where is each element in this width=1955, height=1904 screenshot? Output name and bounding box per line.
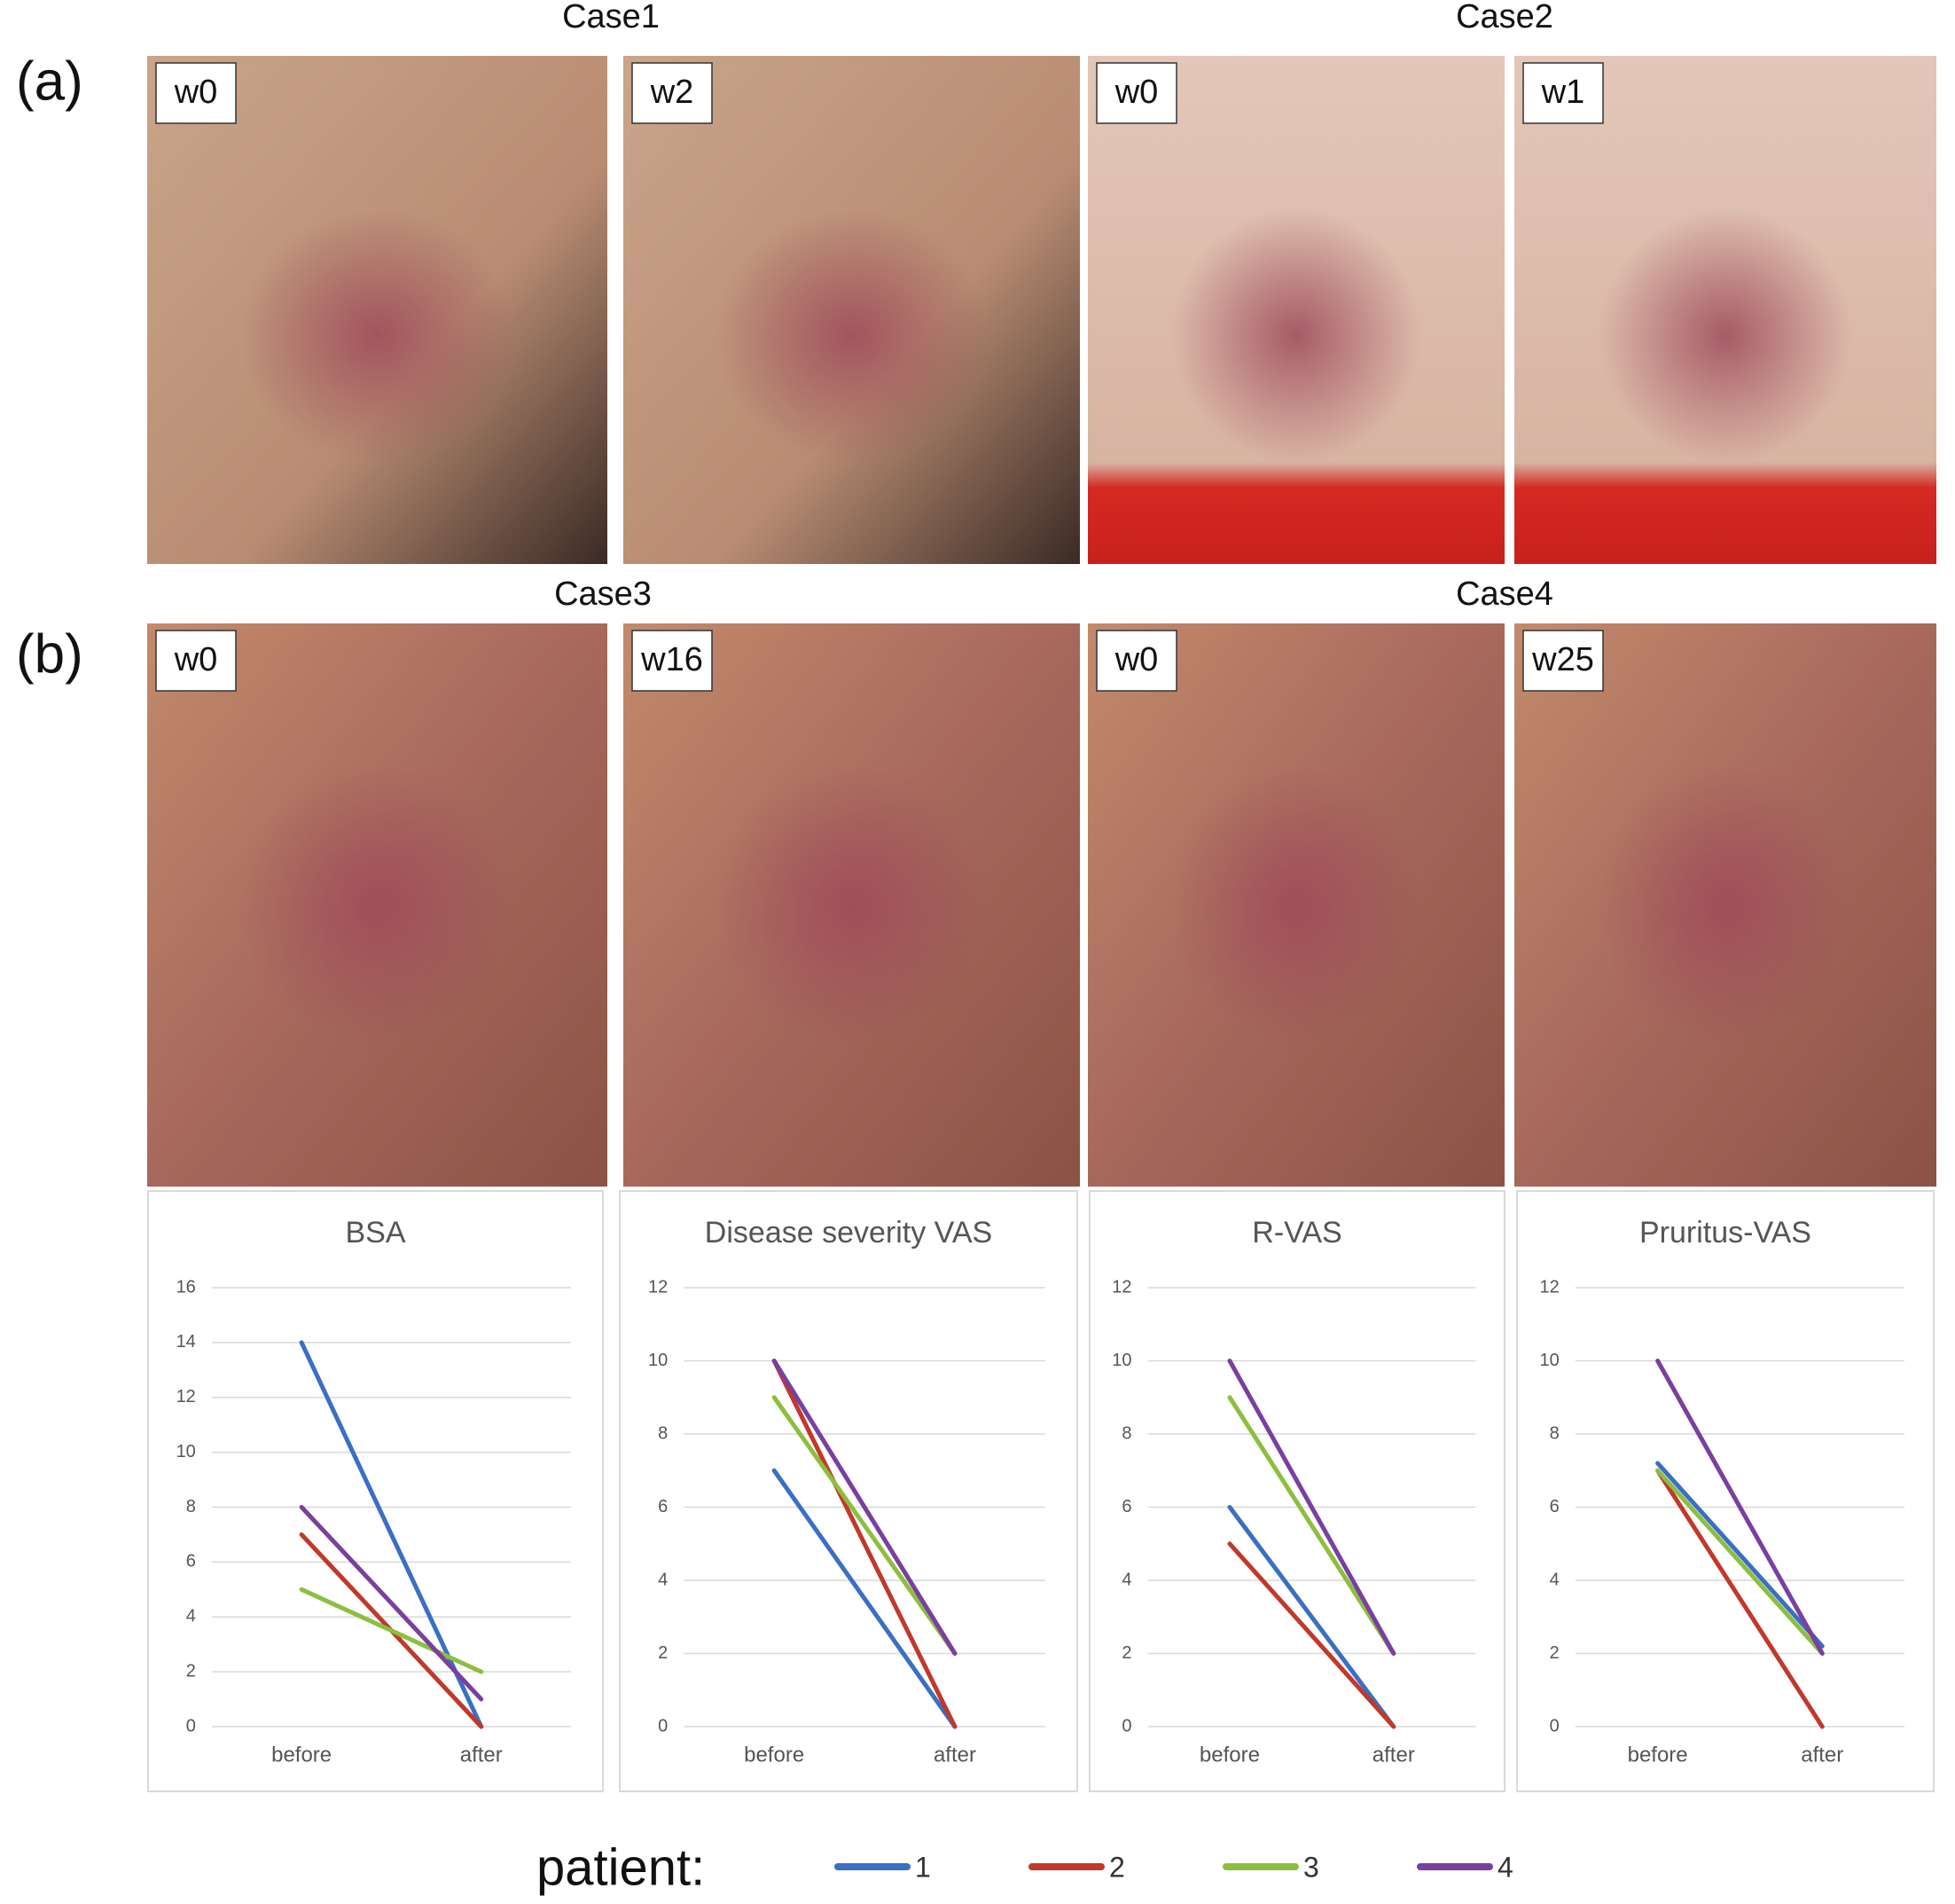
photo-lesion <box>239 764 516 1046</box>
photo-label-box <box>155 630 237 692</box>
legend-label: 4 <box>1498 1851 1513 1883</box>
y-tick-label: 8 <box>186 1497 196 1516</box>
series-line <box>771 1359 958 1656</box>
y-tick-label: 12 <box>176 1387 196 1406</box>
case-title: Case3 <box>554 576 652 613</box>
x-tick-label: after <box>1372 1743 1415 1767</box>
series-line <box>1227 1541 1396 1729</box>
y-tick-label: 2 <box>658 1643 668 1663</box>
series-line <box>299 1505 484 1702</box>
case-title: Case1 <box>562 0 660 35</box>
chart-title: R-VAS <box>1252 1216 1341 1250</box>
photo-label-box <box>1522 630 1604 692</box>
chart-title: Disease severity VAS <box>705 1216 992 1250</box>
y-tick-label: 8 <box>1550 1423 1560 1443</box>
panel-label: (b) <box>16 623 83 685</box>
legend-label: 3 <box>1303 1851 1319 1883</box>
y-tick-label: 8 <box>1122 1423 1131 1443</box>
photo-label-box <box>1096 62 1177 124</box>
photo-label: w0 <box>1114 74 1159 111</box>
y-tick-label: 4 <box>1122 1570 1131 1589</box>
x-tick-label: after <box>460 1743 503 1767</box>
y-tick-label: 12 <box>1540 1277 1560 1297</box>
series-line <box>771 1468 958 1729</box>
x-tick-label: before <box>744 1743 804 1767</box>
y-tick-label: 8 <box>658 1423 668 1443</box>
chart-title: BSA <box>345 1216 405 1250</box>
x-tick-label: after <box>934 1743 976 1767</box>
series-line <box>1655 1468 1825 1729</box>
photo-label: w0 <box>174 74 218 111</box>
photo-label: w16 <box>640 641 703 678</box>
x-tick-label: before <box>1200 1743 1260 1767</box>
photo-lesion <box>715 208 989 463</box>
y-tick-label: 12 <box>648 1277 668 1297</box>
series-line <box>1655 1468 1825 1656</box>
y-tick-label: 2 <box>1122 1643 1131 1663</box>
x-tick-label: before <box>1628 1743 1688 1767</box>
photo-lesion <box>1171 764 1421 1046</box>
series-line <box>1655 1359 1825 1656</box>
y-tick-label: 6 <box>186 1552 196 1571</box>
photo-label-box <box>155 62 237 124</box>
y-tick-label: 2 <box>186 1661 196 1681</box>
legend-label: 1 <box>915 1851 931 1883</box>
y-tick-label: 2 <box>1550 1643 1560 1663</box>
legend-label: 2 <box>1109 1851 1125 1883</box>
series-line <box>1227 1505 1396 1729</box>
series-line <box>771 1395 958 1656</box>
y-tick-label: 0 <box>186 1716 196 1736</box>
legend-title: patient: <box>536 1838 705 1896</box>
y-tick-label: 4 <box>658 1570 668 1589</box>
y-tick-label: 10 <box>1540 1351 1560 1370</box>
photo-lesion <box>715 764 989 1046</box>
y-tick-label: 12 <box>1112 1277 1131 1297</box>
y-tick-label: 0 <box>1550 1716 1560 1736</box>
y-tick-label: 6 <box>1122 1497 1131 1516</box>
photo-label: w25 <box>1531 641 1594 678</box>
series-line <box>299 1340 484 1729</box>
y-tick-label: 14 <box>176 1332 196 1352</box>
series-line <box>1227 1359 1396 1656</box>
case-title: Case2 <box>1456 0 1553 35</box>
y-tick-label: 4 <box>1550 1570 1560 1589</box>
x-tick-label: before <box>271 1743 332 1767</box>
photo-label-box <box>631 62 713 124</box>
case-title: Case4 <box>1456 576 1553 613</box>
chart-frame <box>619 1190 1078 1792</box>
y-tick-label: 10 <box>1112 1351 1131 1370</box>
y-tick-label: 16 <box>176 1277 196 1297</box>
y-tick-label: 4 <box>186 1607 196 1626</box>
y-tick-label: 0 <box>658 1716 668 1736</box>
series-line <box>1227 1395 1396 1656</box>
chart-frame <box>1516 1190 1935 1792</box>
panel-label: (a) <box>16 51 83 112</box>
y-tick-label: 6 <box>1550 1497 1560 1516</box>
photo-label: w2 <box>650 74 694 111</box>
series-line <box>299 1587 484 1674</box>
chart-title: Pruritus-VAS <box>1639 1216 1811 1250</box>
y-tick-label: 0 <box>1122 1716 1131 1736</box>
photo-lesion <box>1599 764 1852 1046</box>
photo-lesion <box>1171 208 1421 463</box>
y-tick-label: 6 <box>658 1497 668 1516</box>
chart-frame <box>147 1190 604 1792</box>
y-tick-label: 10 <box>176 1442 196 1461</box>
photo-label: w0 <box>1114 641 1159 678</box>
photo-label: w1 <box>1541 74 1585 111</box>
photo-label-box <box>1096 630 1177 692</box>
x-tick-label: after <box>1801 1743 1843 1767</box>
photo-lesion <box>239 208 516 463</box>
photo-label-box <box>1522 62 1604 124</box>
series-line <box>771 1359 958 1729</box>
photo-label-box <box>631 630 713 692</box>
y-tick-label: 10 <box>648 1351 668 1370</box>
photo-lesion <box>1599 208 1852 463</box>
series-line <box>1655 1461 1825 1649</box>
chart-frame <box>1089 1190 1505 1792</box>
photo-label: w0 <box>174 641 218 678</box>
